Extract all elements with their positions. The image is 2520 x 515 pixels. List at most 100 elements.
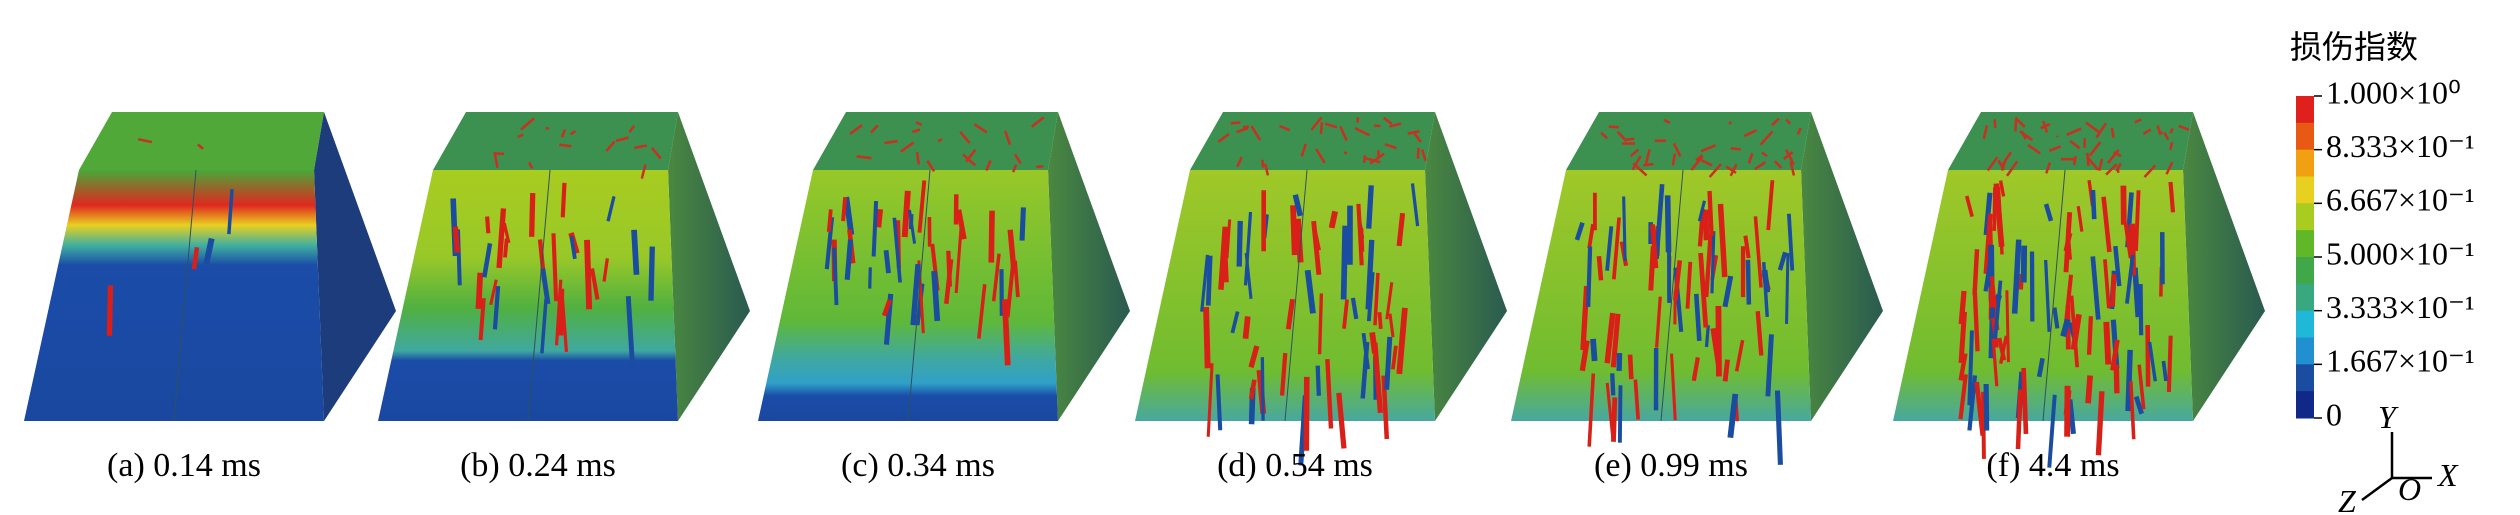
damage-streak: [1983, 383, 1990, 431]
colorbar-segment: [2296, 203, 2314, 231]
damage-streak: [1230, 311, 1240, 334]
damage-streak: [1633, 379, 1640, 420]
damage-streak: [496, 208, 507, 269]
damage-streak: [2101, 196, 2112, 253]
damage-streak: [826, 209, 833, 232]
top-streak: [900, 141, 915, 153]
top-streak: [1700, 158, 1713, 167]
top-streak: [560, 129, 567, 138]
panel: (b) 0.24 ms: [378, 112, 750, 484]
damage-streak: [1715, 305, 1722, 377]
damage-streak: [1315, 365, 1321, 396]
axis-triad: [2361, 432, 2432, 502]
damage-streak: [1765, 334, 1774, 397]
top-streak: [2134, 118, 2142, 124]
top-streak: [2088, 141, 2102, 157]
damage-streak: [529, 193, 536, 237]
damage-streak: [1654, 296, 1662, 348]
edge: [907, 169, 931, 422]
top-streak: [870, 124, 879, 134]
damage-streak: [1605, 382, 1615, 441]
top-streak: [1708, 163, 1722, 178]
top-streak: [1354, 127, 1371, 137]
top-streak: [1356, 117, 1360, 123]
top-streak: [493, 152, 499, 168]
damage-streak: [1590, 338, 1598, 362]
damage-streak: [1410, 183, 1420, 227]
edge: [527, 169, 551, 422]
top-streak: [1672, 142, 1682, 157]
top-streak: [1785, 118, 1791, 125]
damage-streak: [227, 189, 234, 235]
damage-streak: [1005, 259, 1016, 318]
damage-streak: [492, 285, 501, 330]
damage-streak: [1710, 231, 1716, 294]
x-axis-label: X: [2436, 457, 2459, 493]
top-streak: [2178, 124, 2190, 132]
top-streak: [1631, 155, 1642, 171]
damage-streak: [2090, 256, 2101, 320]
damage-streak: [871, 200, 879, 257]
damage-streak: [1604, 312, 1616, 364]
panel: (e) 0.99 ms: [1511, 112, 1883, 484]
top-streak: [1339, 126, 1348, 141]
damage-streak: [1654, 184, 1665, 260]
damage-streak: [1285, 298, 1296, 330]
damage-streak: [1622, 196, 1627, 262]
damage-streak: [1710, 328, 1721, 366]
damage-streak: [1587, 223, 1595, 249]
damage-streak: [1248, 345, 1260, 368]
top-streak: [1407, 130, 1420, 135]
damage-streak: [1385, 282, 1394, 320]
damage-streak: [1693, 293, 1702, 342]
damage-streak: [946, 250, 953, 287]
damage-streak: [1967, 375, 1978, 431]
colorbar-segment: [2296, 364, 2314, 392]
damage-streak: [1983, 255, 1994, 292]
damage-streak: [1988, 307, 1995, 359]
top-streak: [856, 155, 872, 160]
legend: 损伤指数 1.000×10⁰ 8.333×10⁻¹ 6.667×10⁻¹ 5.000×…: [2290, 28, 2475, 432]
damage-streak: [868, 267, 872, 289]
damage-streak: [1579, 340, 1590, 372]
damage-streak: [489, 279, 498, 306]
damage-streak: [1377, 312, 1383, 329]
panel: (a) 0.14 ms: [24, 112, 396, 484]
side-face: [1048, 112, 1130, 421]
damage-streak: [2113, 364, 2120, 394]
damage-streak: [1612, 217, 1621, 280]
damage-streak: [883, 249, 891, 274]
damage-streak: [1786, 213, 1795, 271]
damage-streak: [1785, 253, 1790, 324]
damage-streak: [988, 210, 995, 263]
damage-streak: [1574, 221, 1585, 241]
top-streak: [1789, 161, 1796, 176]
damage-streak: [2085, 375, 2093, 404]
top-streak: [1413, 132, 1422, 143]
damage-streak: [1279, 352, 1288, 396]
damage-streak: [1242, 316, 1251, 339]
top-streak: [137, 137, 153, 144]
top-streak: [884, 139, 898, 145]
damage-streak: [452, 226, 460, 253]
top-streak: [1700, 144, 1716, 153]
damage-streak: [917, 180, 927, 233]
damage-streak: [1396, 212, 1406, 247]
damage-streak: [1650, 224, 1659, 269]
damage-streak: [2133, 395, 2144, 415]
top-streak: [1785, 149, 1795, 166]
damage-streak: [2063, 232, 2073, 252]
damage-streak: [954, 227, 963, 294]
top-streak: [1236, 156, 1243, 168]
top-streak: [959, 130, 971, 144]
side-face: [668, 112, 750, 421]
top-streak: [2042, 120, 2049, 134]
damage-streak: [1356, 203, 1364, 266]
colorbar-label: 3.333×10⁻¹: [2326, 289, 2475, 325]
top-streak: [640, 164, 647, 179]
damage-streak: [881, 299, 893, 317]
top-streak: [1217, 132, 1230, 143]
damage-streak: [1218, 226, 1229, 290]
top-streak: [1608, 125, 1619, 129]
damage-streak: [843, 196, 855, 236]
